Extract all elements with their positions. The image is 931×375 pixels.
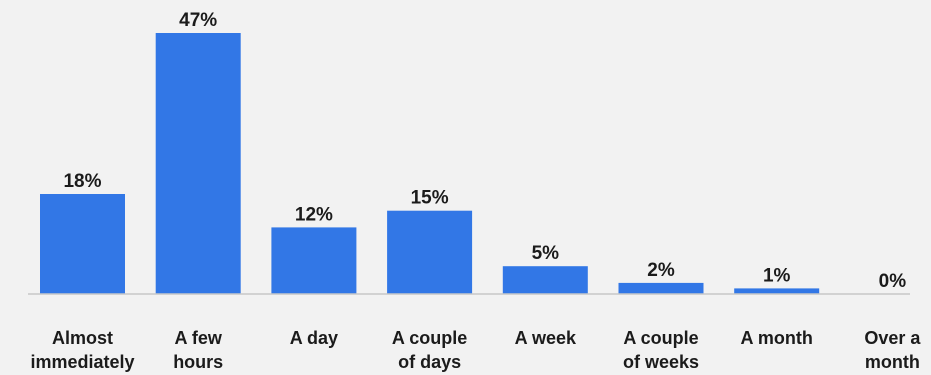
category-label-line: A few xyxy=(175,328,223,348)
bar-a-couple-of-days xyxy=(387,210,473,294)
category-label-a-couple-of-weeks: A couple of weeks xyxy=(623,328,699,372)
category-label-over-a-month: Over a month xyxy=(864,328,921,372)
bar-a-week xyxy=(502,266,588,294)
category-label-line: A day xyxy=(290,328,338,348)
category-label-a-month: A month xyxy=(741,328,813,348)
value-label-a-day: 12% xyxy=(295,204,333,225)
category-label-line: month xyxy=(865,352,920,372)
category-label-line: of weeks xyxy=(623,352,699,372)
bar-almost-immediately xyxy=(40,194,125,294)
category-label-line: of days xyxy=(398,352,461,372)
value-labels-group: 18% 47% 12% 15% 5% 2% 1% 0% xyxy=(63,10,906,292)
value-label-over-a-month: 0% xyxy=(879,271,907,292)
category-label-line: Over a xyxy=(864,328,921,348)
value-label-almost-immediately: 18% xyxy=(63,171,101,192)
bar-a-few-hours xyxy=(155,33,241,294)
category-label-a-day: A day xyxy=(290,328,338,348)
bars-group xyxy=(40,33,820,294)
value-label-a-couple-of-weeks: 2% xyxy=(647,260,675,281)
bar-a-month xyxy=(734,288,820,294)
category-label-a-few-hours: A few hours xyxy=(173,328,223,372)
bar-a-couple-of-weeks xyxy=(618,282,704,294)
category-labels-group: Almost immediately A few hours A day A couple… xyxy=(30,328,921,372)
category-label-line: Almost xyxy=(52,328,113,348)
category-label-line: A week xyxy=(515,328,577,348)
category-label-a-couple-of-days: A couple of days xyxy=(392,328,467,372)
bar-a-day xyxy=(271,227,357,294)
category-label-line: A couple xyxy=(392,328,467,348)
category-label-line: A month xyxy=(741,328,813,348)
category-label-line: immediately xyxy=(30,352,134,372)
category-label-a-week: A week xyxy=(515,328,577,348)
category-label-almost-immediately: Almost immediately xyxy=(30,328,134,372)
category-label-line: A couple xyxy=(623,328,698,348)
value-label-a-week: 5% xyxy=(532,243,560,264)
value-label-a-couple-of-days: 15% xyxy=(411,188,449,209)
value-label-a-month: 1% xyxy=(763,265,791,286)
category-label-line: hours xyxy=(173,352,223,372)
value-label-a-few-hours: 47% xyxy=(179,10,217,31)
